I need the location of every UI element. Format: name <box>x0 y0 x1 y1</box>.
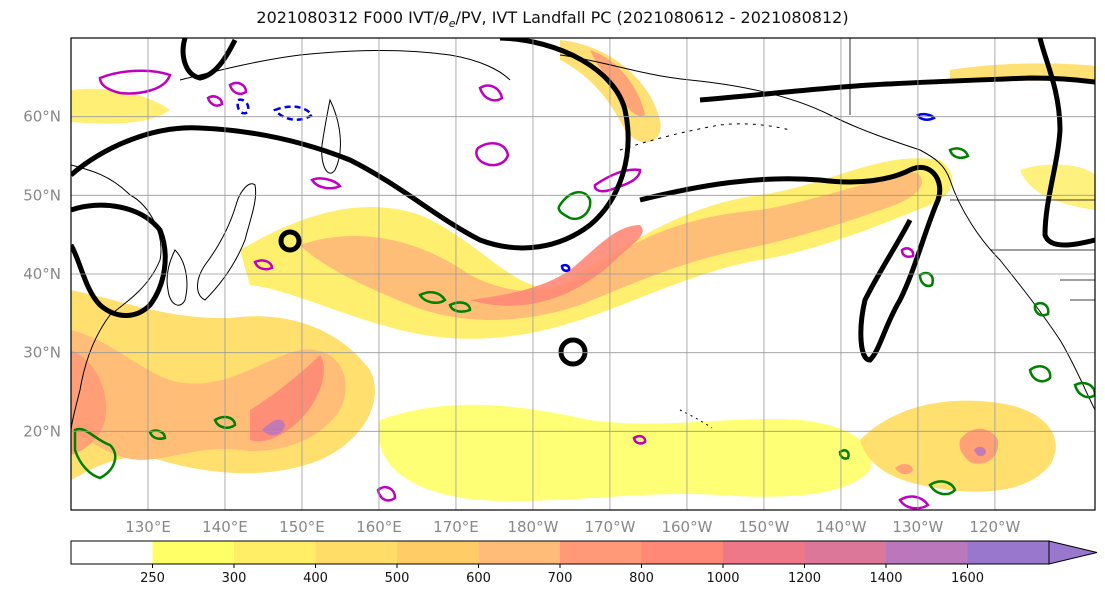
ivt-east-tropical-core <box>959 428 999 464</box>
colorbar-segment <box>560 541 642 564</box>
lon-tick-label: 180°W <box>507 518 558 536</box>
lon-tick-label: 140°W <box>815 518 866 536</box>
lat-tick-label: 60°N <box>23 108 61 126</box>
colorbar-segment <box>234 541 316 564</box>
ivt-subtropical-band <box>378 404 872 502</box>
latitude-labels: 20°N 30°N 40°N 50°N 60°N <box>23 108 61 441</box>
title-theta: θ <box>438 8 449 27</box>
colorbar-segment <box>315 541 398 564</box>
colorbar-segment <box>641 541 724 564</box>
lon-tick-label: 160°W <box>661 518 712 536</box>
theta-e-northwest-hook <box>180 38 238 81</box>
lon-tick-label: 170°E <box>433 518 479 536</box>
coast-russia-north <box>179 49 511 81</box>
colorbar: 250 300 400 500 600 700 800 1000 1200 1400 1600 <box>70 540 1098 586</box>
title-subscript: e <box>448 17 456 31</box>
colorbar-tick-label: 300 <box>222 571 247 586</box>
colorbar-segment <box>967 541 1050 564</box>
colorbar-tick-label: 1000 <box>706 571 739 586</box>
colorbar-segment <box>478 541 561 564</box>
theta-e-far-east <box>1037 38 1095 248</box>
colorbar-tick-label: 500 <box>385 571 410 586</box>
ivt-west-pacific-core <box>250 355 324 442</box>
ivt-band-mid <box>300 172 923 320</box>
colorbar-tick-label: 600 <box>466 571 491 586</box>
map-frame <box>70 37 1096 511</box>
lat-tick-label: 40°N <box>23 265 61 283</box>
coast-alaska <box>559 54 1095 411</box>
coast-korea <box>166 249 188 306</box>
colorbar-segment <box>723 541 805 564</box>
colorbar-segment <box>152 541 235 564</box>
lon-tick-label: 140°E <box>202 518 248 536</box>
ivt-east-coast <box>1020 164 1095 210</box>
lat-tick-label: 30°N <box>23 344 61 362</box>
colorbar-tick-label: 400 <box>303 571 328 586</box>
grid-lines <box>71 38 1095 510</box>
colorbar-tick-label: 800 <box>629 571 654 586</box>
ivt-shading <box>71 40 1095 502</box>
theta-e-north-east <box>699 75 1095 103</box>
lon-tick-label: 160°E <box>356 518 402 536</box>
ivt-east-tropical-peak <box>974 446 986 457</box>
colorbar-segment <box>397 541 479 564</box>
theta-e-west-loop <box>71 202 168 318</box>
lat-tick-label: 20°N <box>23 422 61 440</box>
lat-tick-label: 50°N <box>23 186 61 204</box>
theta-e-east-band <box>639 164 943 363</box>
map-title: 2021080312 F000 IVT/θe/PV, IVT Landfall … <box>0 8 1105 30</box>
theta-e-small-loop-1 <box>558 337 588 367</box>
border-canada-us <box>849 38 1095 301</box>
pv-contours-magenta <box>98 69 930 510</box>
ivt-arc-north-core <box>590 50 645 116</box>
coast-japan <box>197 183 257 301</box>
colorbar-segment <box>886 541 968 564</box>
colorbar-segment <box>71 541 153 564</box>
colorbar-tick-label: 1200 <box>788 571 821 586</box>
theta-e-contours <box>71 38 1095 367</box>
lon-tick-label: 130°W <box>892 518 943 536</box>
coastlines <box>71 38 1095 431</box>
coast-kamchatka <box>321 98 341 174</box>
title-prefix: 2021080312 F000 IVT/ <box>256 8 439 27</box>
pv-contours-green <box>73 147 1095 496</box>
pv-contours-blue <box>236 98 936 273</box>
theta-e-small-loop-2 <box>278 229 302 253</box>
longitude-labels: 130°E 140°E 150°E 160°E 170°E 180°W 170°W 160°W… <box>125 518 1020 536</box>
colorbar-extend-arrow <box>1048 540 1098 565</box>
colorbar-tick-label: 700 <box>548 571 573 586</box>
lon-tick-label: 170°W <box>584 518 635 536</box>
ivt-upper-left <box>71 88 170 124</box>
colorbar-tick-label: 1600 <box>951 571 984 586</box>
theta-e-main <box>71 38 631 251</box>
colorbar-tick-label: 250 <box>140 571 165 586</box>
lon-tick-label: 150°E <box>279 518 325 536</box>
title-suffix: /PV, IVT Landfall PC (2021080612 - 20210… <box>455 8 849 27</box>
colorbar-segment <box>804 541 887 564</box>
lon-tick-label: 120°W <box>969 518 1020 536</box>
ivt-band-core <box>470 225 643 306</box>
lon-tick-label: 150°W <box>738 518 789 536</box>
ivt-east-tropical <box>860 400 1056 492</box>
coast-asia <box>71 164 162 431</box>
lon-tick-label: 130°E <box>125 518 171 536</box>
ivt-east-small-core <box>895 464 913 475</box>
colorbar-tick-label: 1400 <box>869 571 902 586</box>
